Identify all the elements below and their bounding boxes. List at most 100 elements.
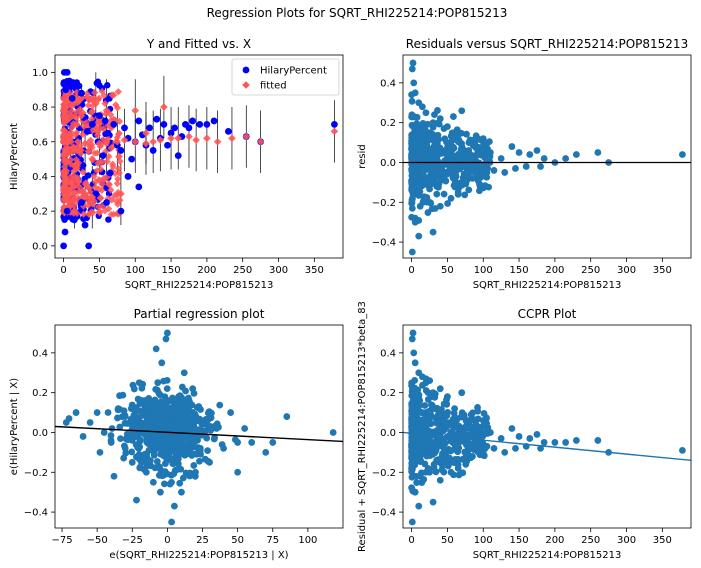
hilarypercent-point xyxy=(124,173,132,180)
fitted-point xyxy=(160,103,168,111)
y-tick-label: 0.4 xyxy=(380,348,396,359)
hilarypercent-point xyxy=(78,89,85,97)
residual-point xyxy=(188,452,196,459)
residual-point xyxy=(562,155,570,162)
residual-point xyxy=(196,457,203,465)
residual-point xyxy=(410,113,418,120)
residual-point xyxy=(522,163,530,170)
residual-point xyxy=(479,171,487,178)
residual-point xyxy=(421,402,429,409)
y-vs-fitted-panel: Y and Fitted vs. X 0 50 100 150 200 250 300 350 0… xyxy=(9,37,344,291)
hilarypercent-point xyxy=(135,183,143,191)
residual-point xyxy=(419,149,427,157)
residual-point xyxy=(422,177,430,185)
x-tick-label: −25 xyxy=(122,535,143,546)
fit-line xyxy=(55,425,343,443)
fitted-point xyxy=(113,104,122,112)
y-tick-label: 0.0 xyxy=(380,428,396,439)
fitted-point xyxy=(105,180,113,188)
residual-point xyxy=(421,126,429,134)
residual-point xyxy=(158,359,166,367)
residual-point xyxy=(453,442,461,450)
fitted-point xyxy=(115,152,123,160)
hilarypercent-point xyxy=(103,199,110,206)
fitted-point xyxy=(97,165,105,173)
residual-point xyxy=(447,468,455,476)
fitted-point xyxy=(142,139,150,148)
fitted-point xyxy=(114,165,123,173)
fitted-point xyxy=(69,195,78,203)
residual-point xyxy=(410,395,418,403)
fitted-point xyxy=(66,187,74,195)
hilarypercent-point xyxy=(93,79,100,87)
residual-point xyxy=(408,518,416,526)
fitted-point xyxy=(81,190,89,198)
residual-point xyxy=(526,151,534,158)
fitted-point xyxy=(156,136,165,144)
fitted-point xyxy=(91,88,99,97)
fitted-point xyxy=(65,203,73,211)
residual-point xyxy=(220,444,227,452)
residual-point xyxy=(183,417,190,425)
fitted-point xyxy=(69,182,77,191)
hilarypercent-point xyxy=(105,216,112,223)
x-tick-label: −50 xyxy=(87,535,108,546)
y-tick-label: −0.4 xyxy=(372,508,396,519)
residual-point xyxy=(206,413,214,421)
y-tick-label: 0.2 xyxy=(380,388,396,399)
residual-point xyxy=(459,469,467,477)
residual-point xyxy=(432,405,440,413)
residual-point xyxy=(144,457,152,465)
residual-point xyxy=(427,175,435,182)
residual-point xyxy=(409,329,417,337)
hilarypercent-point xyxy=(101,117,109,125)
residual-point xyxy=(147,441,154,449)
fitted-point xyxy=(131,106,140,115)
residual-point xyxy=(412,427,420,434)
hilarypercent-point xyxy=(104,82,111,89)
residual-point xyxy=(537,444,544,452)
y-vs-fitted-title: Y and Fitted vs. X xyxy=(146,37,251,51)
fitted-point xyxy=(74,137,82,146)
residual-point xyxy=(329,429,337,436)
figure-suptitle: Regression Plots for SQRT_RHI225214:POP8… xyxy=(207,6,508,20)
y-tick-label: 0.6 xyxy=(32,137,48,148)
hilarypercent-point xyxy=(121,124,128,132)
fitted-point xyxy=(97,194,105,202)
residual-point xyxy=(433,437,441,445)
residual-point xyxy=(79,433,87,440)
residual-point xyxy=(440,439,448,447)
residual-point xyxy=(169,422,177,430)
residual-point xyxy=(415,232,423,240)
residual-point xyxy=(463,431,471,439)
residual-point xyxy=(440,190,448,198)
residual-point xyxy=(443,412,451,420)
residual-point xyxy=(464,149,472,157)
hilarypercent-point xyxy=(117,147,125,154)
legend-fitted-label: fitted xyxy=(260,81,287,92)
residual-point xyxy=(204,447,211,455)
residual-point xyxy=(133,496,140,504)
residual-point xyxy=(422,468,430,476)
y-vs-fitted-xlabel: SQRT_RHI225214:POP815213 xyxy=(125,280,274,291)
fitted-point xyxy=(90,172,98,180)
fitted-point xyxy=(60,149,68,158)
fitted-point xyxy=(69,120,78,128)
residual-point xyxy=(474,429,481,437)
residual-point xyxy=(163,385,171,393)
residual-point xyxy=(497,155,505,162)
y-tick-label: −0.2 xyxy=(372,198,396,209)
hilarypercent-point xyxy=(331,121,338,128)
residual-point xyxy=(501,169,509,176)
residual-point xyxy=(416,472,424,480)
hilarypercent-point xyxy=(110,121,118,128)
x-tick-label: −75 xyxy=(51,535,72,546)
residual-point xyxy=(594,149,602,156)
residual-point xyxy=(160,432,168,440)
x-tick-label: 50 xyxy=(441,535,454,546)
residual-point xyxy=(408,187,416,195)
fitted-point xyxy=(66,137,75,146)
fitted-point xyxy=(96,209,104,217)
residual-point xyxy=(176,479,184,487)
fitted-point xyxy=(103,157,111,166)
